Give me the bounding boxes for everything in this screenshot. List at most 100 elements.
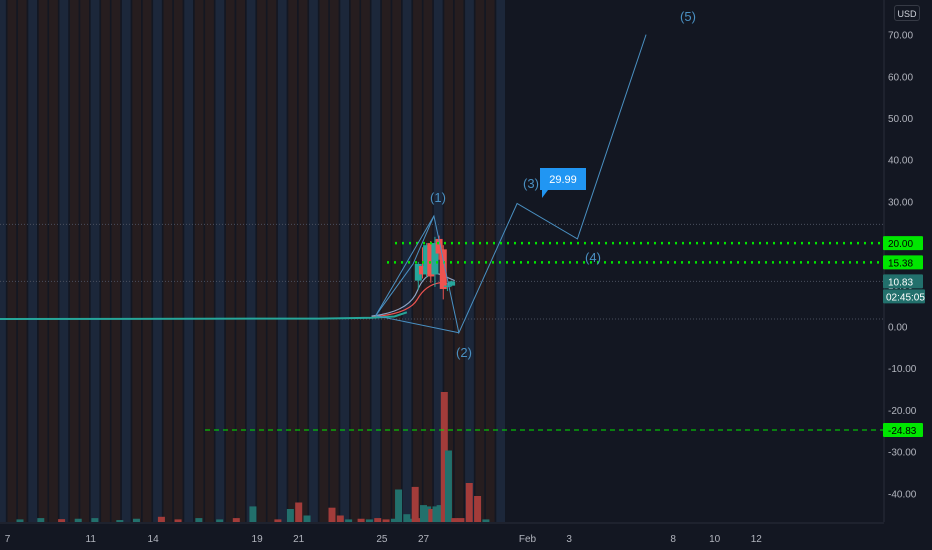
volume-bar [365,519,373,522]
session-stripe [444,0,454,522]
x-tick-label: 25 [376,534,388,545]
volume-bar [390,518,398,522]
session-stripe [329,0,339,522]
volume-bar [382,519,390,522]
candle-body [443,285,451,287]
y-tick-label: 0.00 [888,323,908,334]
volume-bar [374,518,382,522]
wave-base-line [375,315,459,334]
wave-label: (5) [680,9,696,24]
session-stripe [111,0,121,522]
volume-bar [444,450,452,522]
volume-bar [216,519,224,522]
y-tick-label: 40.00 [888,156,913,167]
volume-bar [415,518,423,522]
session-stripe [225,0,235,522]
price-callout-bubble [540,168,586,198]
session-stripe [173,0,183,522]
session-stripe [28,0,38,522]
candle-body [431,243,439,275]
session-stripe [392,0,402,522]
x-tick-label: 14 [148,534,160,545]
volume-bar [58,519,66,522]
session-stripe [101,0,110,522]
session-stripe [496,0,506,522]
session-stripe [69,0,79,522]
volume-bar [403,514,411,522]
volume-bar [357,518,365,522]
volume-bar [74,518,82,522]
last-price-tag: 10.83 [888,277,913,288]
session-stripe [361,0,370,522]
session-stripe [277,0,287,522]
session-stripe [319,0,329,522]
price-axis-tags: 20.00 15.38 -24.83 10.83 02:45:05 [883,236,925,438]
session-stripe [257,0,266,522]
countdown-bg [883,289,925,304]
price-callout-text: 29.99 [549,174,577,186]
y-tick-label: 30.00 [888,197,913,208]
x-tick-label: 12 [751,534,763,545]
volume-bar [436,505,444,522]
session-stripe [49,0,58,522]
volume-bar [411,486,419,522]
volume-bar [328,507,336,522]
volume-bar [457,518,465,522]
candle-body [439,249,447,289]
x-tick-label: 7 [5,534,11,545]
horizontal-level-lines [205,241,884,431]
candle-body [435,238,443,254]
session-stripe [236,0,246,522]
level-tag-bg [883,236,923,251]
session-stripe [153,0,162,522]
candle-body [427,243,435,277]
session-stripe [215,0,225,522]
session-stripe [163,0,173,522]
y-tick-label: -20.00 [888,406,917,417]
session-stripe [90,0,100,522]
wave-label: (1) [430,190,446,205]
elliott-wave-projection: (1) (2) (3) (4) (5) 29.99 [375,9,696,360]
x-axis: 7 11 14 19 21 25 27 Feb 3 8 10 12 [0,522,884,545]
candle-body [448,281,456,286]
volume-bar [428,509,436,522]
level-tag-bg [883,255,923,270]
volume-bar [116,520,124,522]
wave-channel-line [375,215,435,316]
session-stripe [288,0,298,522]
session-stripe [205,0,214,522]
volume-bar [232,518,240,522]
session-stripe [371,0,381,522]
wave-label: (4) [585,250,601,265]
y-tick-label: 60.00 [888,72,913,83]
volume-bar [440,392,448,522]
volume-histogram [16,392,490,522]
y-tick-label: -10.00 [888,364,917,375]
x-tick-label: 19 [252,534,264,545]
level-tag: -24.83 [888,426,917,437]
volume-bar [482,519,490,522]
volume-bar [132,518,140,522]
volume-bar [91,518,99,522]
session-stripe [0,0,6,522]
currency-badge[interactable]: USD [894,5,920,21]
price-line [0,311,408,320]
session-stripe [485,0,495,522]
x-tick-label: 21 [293,534,305,545]
session-stripe [194,0,204,522]
y-tick-label: -40.00 [888,489,917,500]
x-tick-label: 11 [86,534,97,545]
session-stripe [381,0,391,522]
x-tick-label: 27 [418,534,430,545]
last-price-tag-bg [883,274,923,289]
volume-bar [195,518,203,522]
level-tag: 15.38 [888,258,913,269]
session-stripe [413,0,422,522]
volume-bar [465,483,473,522]
pre-breakout-price-line [0,311,408,320]
session-stripe [350,0,360,522]
level-tag: 20.00 [888,239,913,250]
wave-label: (3) [523,176,539,191]
volume-bar [432,506,440,522]
